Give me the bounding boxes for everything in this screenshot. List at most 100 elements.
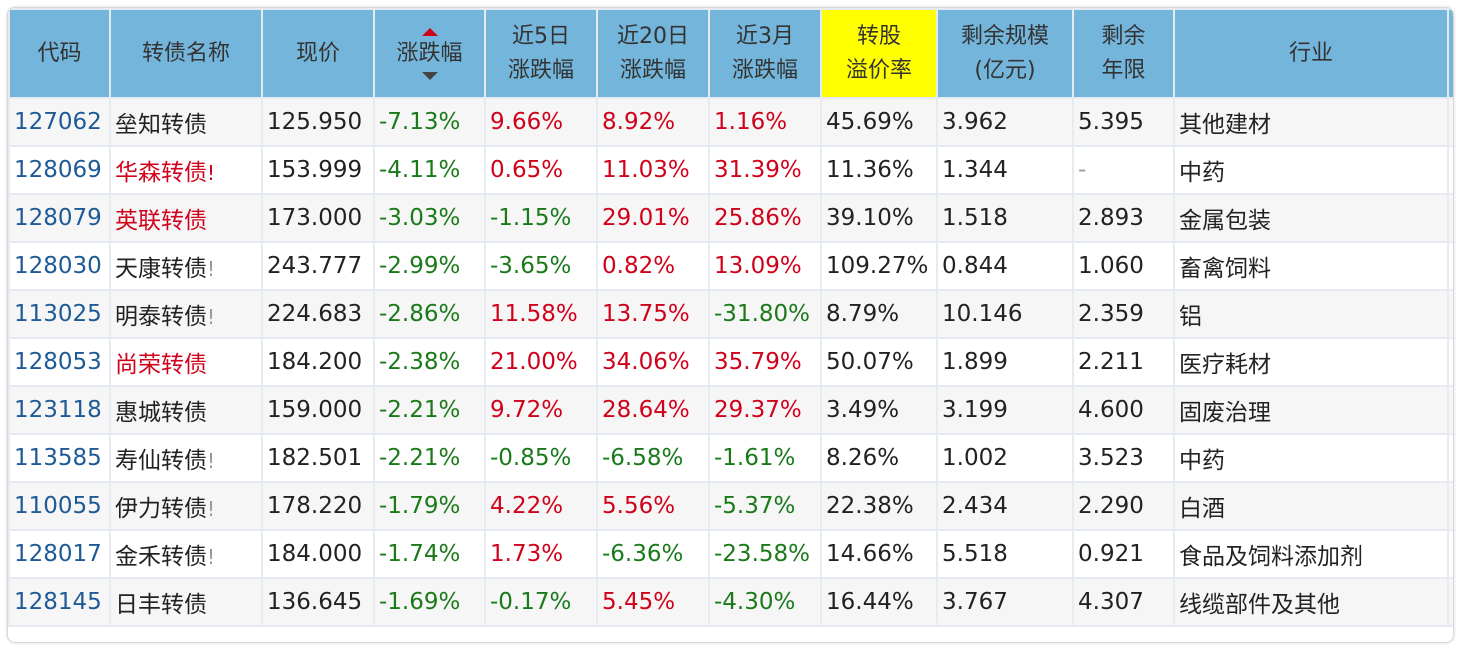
bond-name-cell[interactable]: 垒知转债 [109,97,263,147]
bond-code-link[interactable]: 128030 [8,241,111,291]
change-3m-cell: -4.30% [708,577,822,627]
table-row[interactable]: 128079 英联转债 173.000 -3.03% -1.15% 29.01% 25.86… [8,193,1453,243]
bond-name-link[interactable]: 金禾转债 [115,544,207,570]
header-code[interactable]: 代码 [8,8,111,99]
table-row[interactable]: 128145 日丰转债 136.645 -1.69% -0.17% 5.45% -4.30%… [8,577,1453,627]
table-row[interactable]: 113585 寿仙转债! 182.501 -2.21% -0.85% -6.58% -1.6… [8,433,1453,483]
premium-cell: 8.79% [820,289,938,339]
years-cell: 4.307 [1072,577,1175,627]
bond-name-cell[interactable]: 伊力转债! [109,481,263,531]
size-cell: 0.844 [936,241,1074,291]
header-size[interactable]: 剩余规模 (亿元) [936,8,1074,99]
size-cell: 10.146 [936,289,1074,339]
clipped-cell: 1 [1447,481,1453,531]
header-label: 溢价率 [845,57,912,83]
size-cell: 3.962 [936,97,1074,147]
bond-code-link[interactable]: 128053 [8,337,111,387]
header-industry[interactable]: 行业 [1173,8,1449,99]
bond-name-cell[interactable]: 华森转债! [109,145,263,195]
header-years[interactable]: 剩余 年限 [1072,8,1175,99]
bond-code-link[interactable]: 123118 [8,385,111,435]
bond-name-link[interactable]: 尚荣转债 [115,352,207,378]
bond-name-cell[interactable]: 英联转债 [109,193,263,243]
years-cell: 3.523 [1072,433,1175,483]
header-label: 剩余规模 [960,23,1049,49]
change-3m-cell: 29.37% [708,385,822,435]
bond-name-cell[interactable]: 明泰转债! [109,289,263,339]
table-row[interactable]: 110055 伊力转债! 178.220 -1.79% 4.22% 5.56% -5.37%… [8,481,1453,531]
change-5d-cell: 9.72% [484,385,598,435]
header-label: 转股 [856,23,901,49]
bond-name-link[interactable]: 伊力转债 [115,496,207,522]
table-row[interactable]: 128030 天康转债! 243.777 -2.99% -3.65% 0.82% 13.09… [8,241,1453,291]
header-clipped [1447,8,1453,99]
clipped-cell: 1 [1447,241,1453,291]
clipped-cell: 1 [1447,433,1453,483]
change-20d-cell: 13.75% [596,289,710,339]
header-label: 涨跌幅 [731,57,798,83]
bond-name-link[interactable]: 英联转债 [115,208,207,234]
table-row[interactable]: 128017 金禾转债! 184.000 -1.74% 1.73% -6.36% -23.5… [8,529,1453,579]
price-cell: 224.683 [261,289,375,339]
header-price[interactable]: 现价 [261,8,375,99]
bond-code-link[interactable]: 128145 [8,577,111,627]
price-cell: 184.200 [261,337,375,387]
bond-table-panel: 代码 转债名称 现价 涨跌幅 近5日 涨跌幅 近20日 涨跌幅 近3月 涨跌幅 转股溢… [7,7,1454,643]
header-label: 行业 [1288,40,1333,66]
bond-name-link[interactable]: 天康转债 [115,256,207,282]
change-3m-cell: -31.80% [708,289,822,339]
bond-code-link[interactable]: 128069 [8,145,111,195]
premium-cell: 50.07% [820,337,938,387]
sort-up-icon[interactable] [421,28,438,36]
table-row[interactable]: 127062 垒知转债 125.950 -7.13% 9.66% 8.92% 1.16% 45… [8,97,1453,147]
price-cell: 125.950 [261,97,375,147]
bond-code-link[interactable]: 128017 [8,529,111,579]
table-row[interactable]: 128069 华森转债! 153.999 -4.11% 0.65% 11.03% 31.39… [8,145,1453,195]
change-cell: -2.21% [373,385,486,435]
header-label: 剩余 [1101,23,1146,49]
change-3m-cell: 13.09% [708,241,822,291]
header-premium[interactable]: 转股 溢价率 [820,8,938,99]
bond-name-link[interactable]: 华森转债 [115,160,207,186]
bond-code-link[interactable]: 128079 [8,193,111,243]
change-3m-cell: -5.37% [708,481,822,531]
change-5d-cell: 0.65% [484,145,598,195]
bond-name-cell[interactable]: 天康转债! [109,241,263,291]
change-cell: -1.74% [373,529,486,579]
bond-name-cell[interactable]: 金禾转债! [109,529,263,579]
table-row[interactable]: 128053 尚荣转债 184.200 -2.38% 21.00% 34.06% 35.79… [8,337,1453,387]
change-5d-cell: -1.15% [484,193,598,243]
change-20d-cell: 29.01% [596,193,710,243]
table-row[interactable]: 123118 惠城转债 159.000 -2.21% 9.72% 28.64% 29.37%… [8,385,1453,435]
bond-name-cell[interactable]: 日丰转债 [109,577,263,627]
bond-name-cell[interactable]: 寿仙转债! [109,433,263,483]
header-name[interactable]: 转债名称 [109,8,263,99]
bond-code-link[interactable]: 113025 [8,289,111,339]
table-row[interactable]: 113025 明泰转债! 224.683 -2.86% 11.58% 13.75% -31.… [8,289,1453,339]
bond-name-link[interactable]: 垒知转债 [115,112,207,138]
years-cell: 1.060 [1072,241,1175,291]
change-20d-cell: 5.45% [596,577,710,627]
change-cell: -2.38% [373,337,486,387]
header-change[interactable]: 涨跌幅 [373,8,486,99]
clipped-cell: 2 [1447,289,1453,339]
sort-down-icon[interactable] [421,72,438,80]
premium-cell: 22.38% [820,481,938,531]
warning-icon: ! [207,497,216,521]
bond-code-link[interactable]: 110055 [8,481,111,531]
bond-name-link[interactable]: 寿仙转债 [115,448,207,474]
change-5d-cell: 11.58% [484,289,598,339]
bond-code-link[interactable]: 127062 [8,97,111,147]
header-5d-change[interactable]: 近5日 涨跌幅 [484,8,598,99]
bond-code-link[interactable]: 113585 [8,433,111,483]
bond-name-cell[interactable]: 惠城转债 [109,385,263,435]
bond-name-cell[interactable]: 尚荣转债 [109,337,263,387]
bond-name-link[interactable]: 日丰转债 [115,592,207,618]
years-cell: - [1072,145,1175,195]
header-20d-change[interactable]: 近20日 涨跌幅 [596,8,710,99]
industry-cell: 其他建材 [1173,97,1449,147]
header-3m-change[interactable]: 近3月 涨跌幅 [708,8,822,99]
bond-name-link[interactable]: 明泰转债 [115,304,207,330]
header-label: 代码 [37,40,82,66]
bond-name-link[interactable]: 惠城转债 [115,400,207,426]
